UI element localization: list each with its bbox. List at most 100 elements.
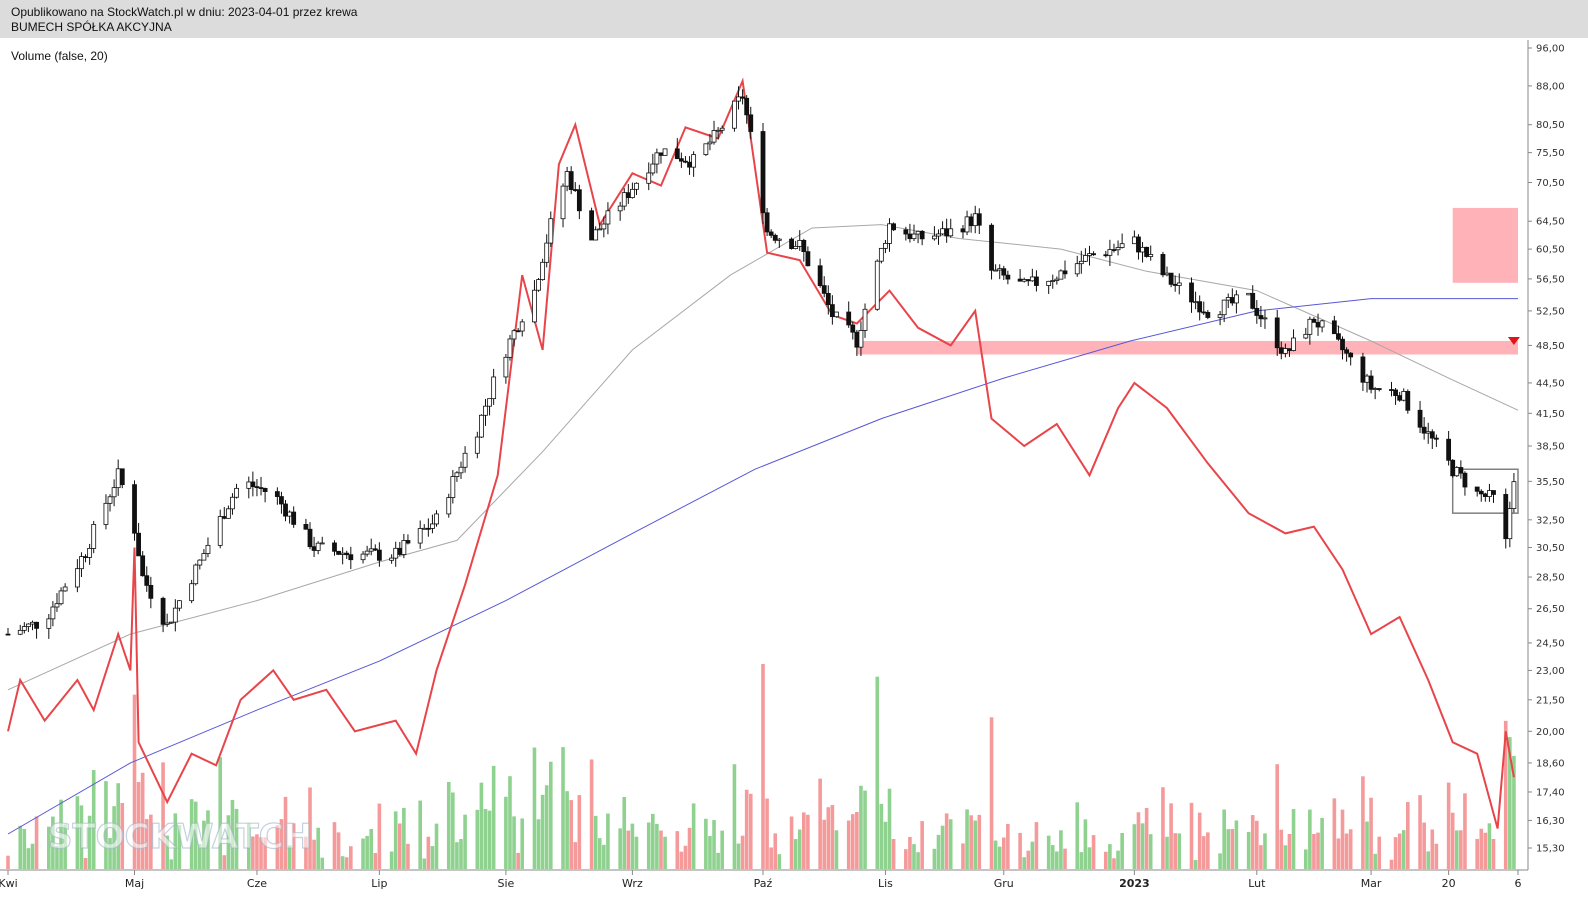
- candle-body: [1450, 459, 1456, 477]
- candle-body: [1201, 311, 1207, 314]
- publication-info: Opublikowano na StockWatch.pl w dniu: 20…: [11, 5, 358, 19]
- volume-bar: [193, 801, 198, 869]
- volume-bar: [606, 813, 610, 869]
- volume-bar: [47, 826, 51, 869]
- volume-bar: [1132, 824, 1137, 869]
- volume-bar: [1026, 850, 1031, 869]
- volume-bar: [977, 814, 982, 869]
- volume-bar: [1450, 812, 1455, 869]
- candle-body: [936, 233, 941, 237]
- candle-body: [58, 590, 64, 605]
- candle-body: [1221, 299, 1227, 316]
- volume-bar: [177, 825, 182, 869]
- volume-bar: [1287, 834, 1292, 869]
- candle-body: [568, 171, 574, 190]
- volume-bar: [1018, 832, 1022, 869]
- volume-bar: [51, 816, 55, 869]
- y-tick-label: 60,50: [1536, 245, 1565, 256]
- candle-body: [634, 182, 639, 190]
- volume-bar: [920, 821, 924, 869]
- volume-bar: [777, 854, 782, 869]
- candle-body: [817, 265, 823, 286]
- volume-bar: [1230, 828, 1235, 869]
- volume-bar: [1173, 833, 1177, 869]
- volume-bar: [1512, 755, 1516, 869]
- volume-bar: [520, 818, 525, 869]
- x-tick-label: 6: [1515, 877, 1522, 890]
- volume-bar: [565, 791, 569, 869]
- candle-body: [217, 516, 223, 546]
- candle-body: [372, 548, 378, 551]
- volume-bar: [748, 793, 753, 869]
- volume-bar: [1463, 793, 1467, 869]
- candle-body: [115, 468, 121, 489]
- candle-body: [883, 243, 888, 249]
- candle-body: [940, 228, 945, 235]
- candle-body: [140, 555, 146, 577]
- volume-bar: [451, 792, 455, 869]
- volume-bar: [573, 842, 578, 869]
- candle-body: [617, 205, 623, 212]
- candle-body: [605, 210, 611, 225]
- candle-body: [172, 607, 178, 623]
- candle-body: [1348, 352, 1354, 358]
- volume-bar: [691, 803, 696, 869]
- candle-body: [148, 585, 154, 599]
- candle-body: [764, 212, 770, 233]
- volume-bar: [222, 855, 227, 869]
- candle-body: [83, 556, 88, 559]
- candle-body: [1478, 490, 1484, 495]
- candle-body: [425, 527, 431, 530]
- candle-body: [26, 623, 31, 627]
- candle-body: [1462, 472, 1468, 488]
- volume-bar: [504, 796, 508, 869]
- candle-body: [279, 496, 284, 505]
- candle-body: [1225, 297, 1231, 301]
- candle-body: [1217, 314, 1223, 318]
- watermark-text: STOCKWATCH: [48, 817, 312, 857]
- volume-bar: [769, 847, 773, 869]
- candle-body: [1291, 337, 1296, 351]
- candle-body: [1005, 274, 1011, 280]
- candle-body: [972, 213, 978, 227]
- volume-bar: [859, 785, 863, 869]
- y-tick-label: 80,50: [1536, 120, 1565, 131]
- volume-bar: [1165, 836, 1169, 869]
- volume-bar: [304, 836, 308, 869]
- company-name: BUMECH SPÓŁKA AKCYJNA: [11, 20, 172, 34]
- volume-bar: [973, 820, 978, 869]
- candle-body: [572, 189, 578, 191]
- candle-body: [1487, 490, 1492, 497]
- volume-bar: [6, 855, 10, 869]
- volume-bar: [279, 819, 284, 869]
- candle-body: [291, 511, 297, 525]
- candle-body: [1368, 375, 1374, 390]
- indicator-label: Volume (false, 20): [11, 49, 108, 63]
- y-tick-label: 75,50: [1536, 148, 1565, 159]
- volume-bar: [1022, 857, 1026, 869]
- candle-body: [368, 548, 374, 552]
- volume-bar: [732, 764, 737, 869]
- volume-bar: [1312, 833, 1316, 869]
- volume-bar: [263, 837, 267, 869]
- volume-bar: [1454, 830, 1459, 869]
- volume-bar: [189, 799, 194, 869]
- volume-bar: [446, 781, 451, 869]
- chart-header: Opublikowano na StockWatch.pl w dniu: 20…: [0, 0, 1588, 38]
- volume-bar: [593, 815, 598, 869]
- volume-bar: [993, 840, 998, 869]
- candle-body: [1058, 270, 1064, 280]
- volume-bar: [144, 819, 149, 869]
- y-tick-label: 21,50: [1536, 695, 1565, 706]
- indicator-line: [7, 77, 1515, 829]
- candle-body: [107, 496, 113, 504]
- candle-body: [119, 468, 125, 486]
- candle-body: [1364, 375, 1370, 383]
- candle-body: [740, 96, 745, 99]
- candle-body: [1193, 301, 1198, 304]
- candle-body: [283, 503, 288, 517]
- candle-body: [1360, 356, 1366, 383]
- candle-body: [1115, 247, 1121, 251]
- candle-body: [650, 163, 656, 174]
- volume-bar: [540, 794, 545, 869]
